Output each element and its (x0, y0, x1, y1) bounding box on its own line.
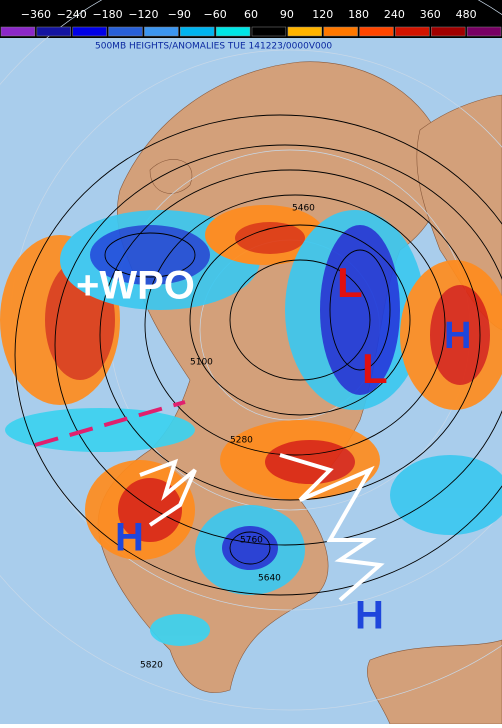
island (149, 159, 193, 194)
legend-label: −240 (57, 8, 87, 21)
legend-label: 90 (280, 8, 294, 21)
contour-label: 5640 (258, 574, 281, 584)
legend-swatch (431, 26, 466, 37)
legend-label: −120 (128, 8, 158, 21)
legend-swatch (215, 26, 251, 37)
contour (144, 194, 446, 456)
latitude-line (0, 0, 502, 711)
anomaly (320, 225, 400, 395)
map-title: 500MB HEIGHTS/ANOMALIES TUE 141223/0000V… (95, 42, 332, 52)
legend-swatch (251, 26, 287, 37)
legend-label: 180 (348, 8, 369, 21)
contours (14, 114, 502, 596)
ridge-squiggle (279, 453, 385, 602)
contour-label: 5820 (140, 661, 163, 671)
anomaly (5, 408, 195, 452)
legend-swatch (144, 26, 179, 37)
legend-swatch (36, 26, 71, 37)
legend-swatch (108, 26, 143, 37)
wpo-label: +WPO (76, 264, 195, 308)
legend-label: 240 (384, 8, 405, 21)
contour (229, 531, 271, 565)
legend-swatch (395, 26, 430, 37)
legend-swatch (0, 26, 36, 37)
legend-label: 120 (312, 8, 333, 21)
contour (189, 224, 411, 416)
high-label: H (115, 516, 144, 560)
legend-swatch (287, 26, 322, 37)
legend-label: −60 (204, 8, 227, 21)
legend-swatch (466, 26, 502, 37)
anomaly (430, 285, 490, 385)
low-label: L (337, 259, 363, 306)
high-label: H (444, 315, 471, 357)
contour (14, 114, 502, 596)
contour-label: 5760 (240, 536, 263, 546)
legend-label: 360 (420, 8, 441, 21)
low-label: L (362, 345, 388, 392)
contour (329, 249, 391, 371)
wpo-ridge-axis (34, 400, 186, 447)
contour-label: 5460 (292, 204, 315, 214)
legend-label: 60 (244, 8, 258, 21)
legend-label: −180 (92, 8, 122, 21)
contour-label: 5100 (190, 358, 213, 368)
contour (99, 169, 481, 501)
contour-label: 5280 (230, 436, 253, 446)
legend-label: −90 (168, 8, 191, 21)
trough-squiggle (139, 458, 197, 527)
legend-swatch (323, 26, 358, 37)
contour (229, 259, 371, 381)
anomaly (235, 222, 305, 254)
legend-swatch (72, 26, 107, 37)
legend-label: −360 (21, 8, 51, 21)
anomaly (150, 614, 210, 646)
contour (54, 144, 502, 546)
anomaly (390, 455, 502, 535)
legend-swatch (180, 26, 215, 37)
legend-swatch (359, 26, 394, 37)
legend-label: 480 (456, 8, 477, 21)
anomaly (90, 225, 210, 285)
color-legend: −360 −240 −180 −120 −90 −60 60 90 120 180 240 360 48… (0, 8, 502, 37)
contour (104, 232, 196, 278)
high-label: H (355, 594, 384, 638)
